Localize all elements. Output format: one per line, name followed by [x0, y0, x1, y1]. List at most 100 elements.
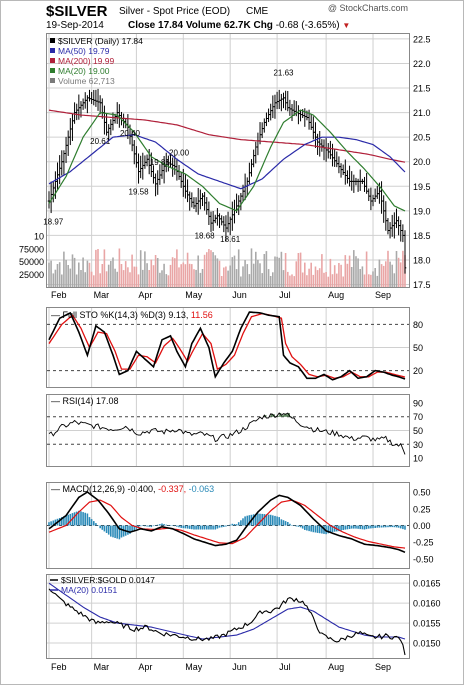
volume-bar	[152, 265, 155, 287]
macd-histogram-bar	[365, 525, 368, 530]
macd-histogram-bar	[110, 525, 112, 537]
volume-bar	[240, 276, 242, 287]
volume-bar	[154, 255, 157, 287]
macd-histogram-bar	[348, 525, 351, 529]
volume-bar	[122, 270, 125, 287]
macd-histogram-bar	[252, 514, 255, 526]
volume-bar	[372, 271, 374, 287]
macd-histogram-bar	[206, 525, 208, 530]
volume-bar	[355, 256, 357, 287]
macd-histogram-bar	[54, 519, 57, 526]
indicator-legend: — Full STO %K(14,3) %D(3) 9.13, 11.56	[51, 310, 213, 320]
macd-histogram-bar	[97, 525, 99, 526]
macd-histogram-bar	[131, 525, 133, 532]
legend-swatch	[50, 48, 55, 53]
volume-bar	[299, 252, 302, 287]
macd-histogram-bar	[225, 525, 227, 527]
price-tick-label: 21.5	[413, 84, 431, 94]
macd-histogram-bar	[235, 524, 238, 526]
macd-histogram-bar	[152, 525, 155, 527]
volume-bar	[402, 250, 404, 287]
price-annotation: 18.97	[43, 217, 64, 226]
volume-bar	[344, 255, 347, 287]
volume-bar	[306, 275, 308, 287]
volume-bar	[235, 269, 238, 287]
indicator-legend-entry: RSI(14) 17.08	[63, 396, 119, 406]
macd-histogram-bar	[212, 525, 214, 530]
volume-bar	[265, 251, 268, 287]
macd-histogram-bar	[180, 525, 182, 528]
price-annotation: 20.61	[90, 137, 111, 146]
quote-date: 19-Sep-2014	[46, 20, 104, 31]
volume-bar	[395, 251, 398, 287]
macd-histogram-bar	[301, 525, 304, 529]
macd-histogram-bar	[65, 515, 67, 526]
macd-histogram-bar	[318, 525, 321, 534]
macd-histogram-bar	[159, 524, 161, 526]
macd-histogram-bar	[184, 525, 187, 529]
indicator-legend-entry: -0.063	[189, 484, 215, 494]
macd-histogram-bar	[312, 525, 315, 533]
ma20-line	[48, 109, 406, 212]
macd-tick-label: -0.25	[413, 538, 434, 548]
volume-bar	[101, 264, 104, 287]
macd-histogram-bar	[240, 520, 242, 526]
volume-bar	[131, 254, 133, 287]
macd-histogram-bar	[103, 525, 106, 532]
volume-bar	[274, 256, 276, 287]
volume-bar	[350, 267, 353, 287]
watermark: @ StockCharts.com	[328, 3, 408, 13]
volume-bar	[107, 264, 110, 287]
macd-histogram-bar	[276, 516, 278, 526]
month-label-top: Apr	[138, 290, 152, 300]
stoch-panel-frame	[46, 307, 410, 388]
volume-bar	[95, 249, 97, 287]
macd-histogram-bar	[355, 525, 357, 529]
price-annotation: 21.63	[273, 69, 294, 78]
volume-bar	[180, 264, 182, 287]
macd-histogram-bar	[399, 525, 402, 529]
volume-bar	[276, 256, 278, 287]
volume-bar	[220, 276, 223, 287]
rsi-line	[48, 412, 406, 455]
macd-histogram-bar	[186, 525, 189, 529]
volume-bar	[321, 254, 323, 287]
macd-histogram-bar	[133, 525, 136, 531]
ratio-tick-label: 0.0165	[413, 579, 441, 589]
macd-histogram-bar	[306, 525, 308, 531]
macd-histogram-bar	[229, 524, 231, 526]
macd-histogram-bar	[101, 525, 104, 530]
price-tick-label: 22.5	[413, 34, 431, 44]
volume-bar	[314, 266, 317, 287]
month-label-bottom: Jun	[232, 662, 247, 672]
macd-panel-frame	[46, 482, 410, 569]
volume-bar	[242, 266, 244, 287]
volume-bar	[182, 262, 185, 287]
macd-histogram-bar	[267, 514, 270, 526]
macd-histogram-bar	[122, 525, 125, 537]
macd-histogram-bar	[127, 525, 129, 535]
macd-histogram-bar	[144, 525, 146, 527]
volume-bar	[165, 274, 168, 287]
volume-bars	[48, 248, 406, 287]
volume-bar	[318, 268, 321, 287]
volume-bar	[336, 273, 338, 287]
macd-histogram-bar	[73, 512, 76, 526]
volume-bar	[385, 261, 387, 287]
price-legend-entry: MA(200) 19.99	[58, 56, 114, 66]
ratio-panel-frame	[46, 574, 410, 659]
volume-bar	[133, 266, 136, 287]
price-panel-frame	[46, 33, 410, 288]
month-label-bottom: Aug	[328, 662, 344, 672]
macd-line	[48, 491, 406, 554]
volume-bar	[342, 276, 344, 287]
macd-histogram-bar	[329, 525, 332, 533]
volume-bar	[359, 269, 361, 287]
volume-bar	[56, 264, 59, 287]
macd-tick-label: 0.50	[413, 488, 431, 498]
volume-bar	[169, 264, 172, 287]
macd-histogram-bar	[246, 515, 249, 526]
volume-bar	[48, 262, 50, 287]
volume-bar	[191, 264, 193, 287]
legend-swatch	[50, 58, 55, 63]
